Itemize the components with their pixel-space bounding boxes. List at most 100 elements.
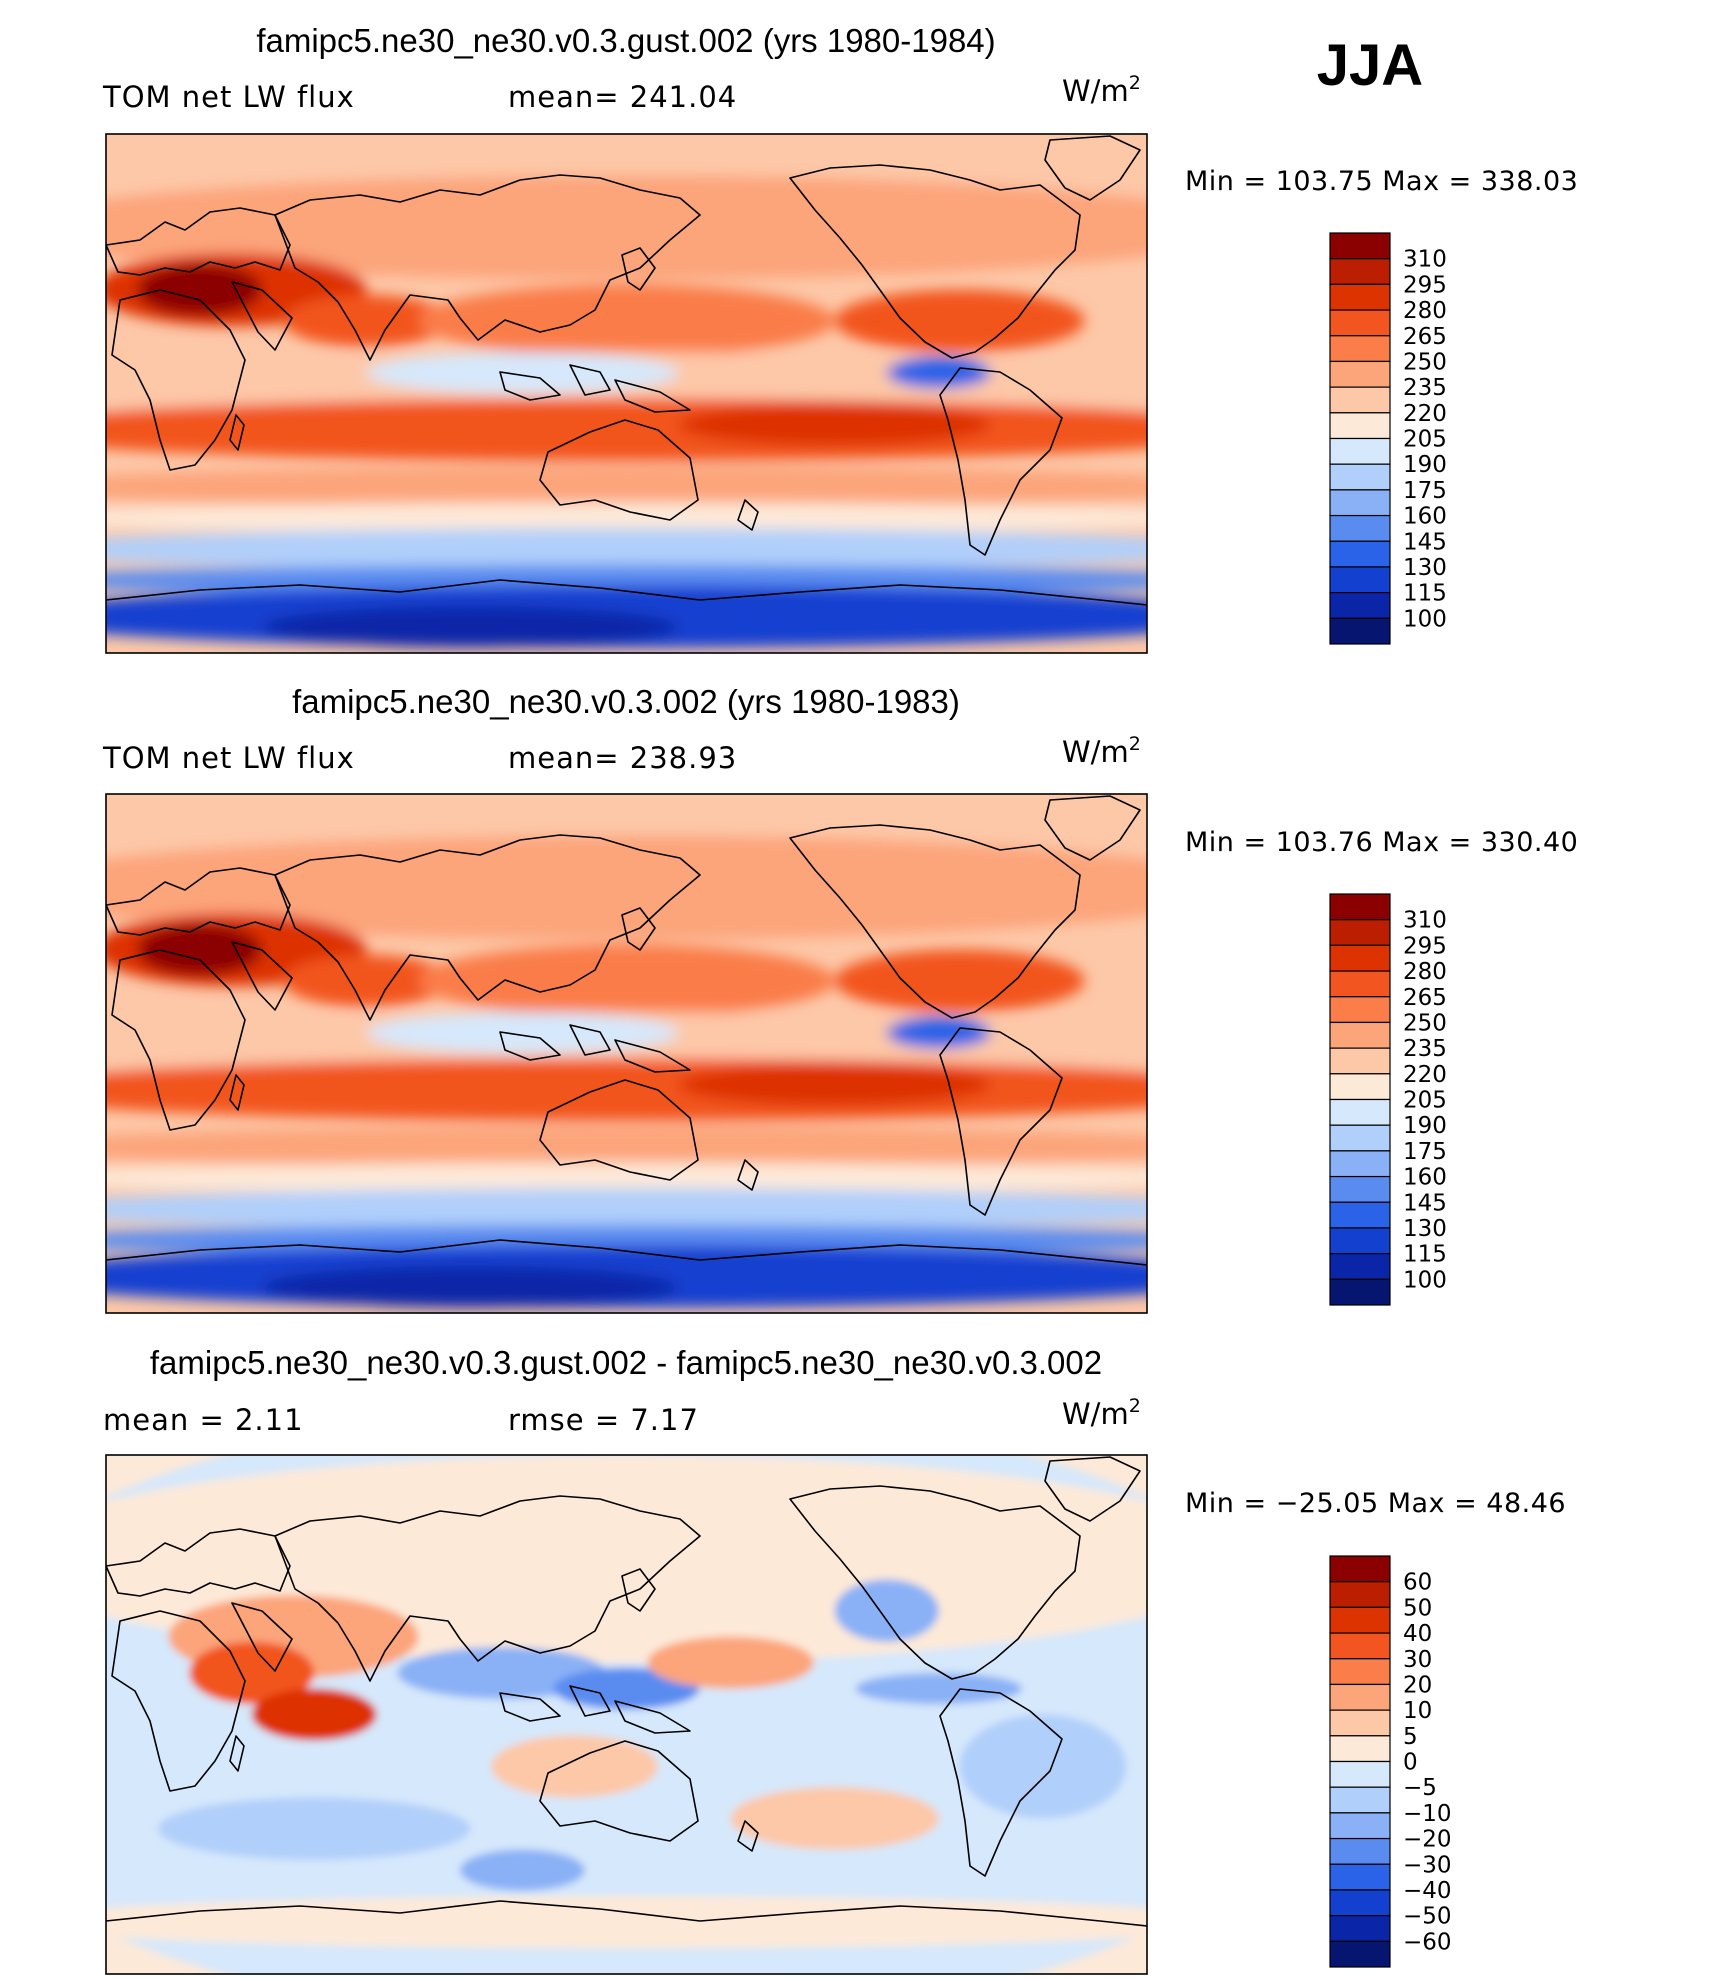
- colorbar-tick-label: 220: [1403, 401, 1447, 427]
- colorbar-swatch: [1330, 490, 1390, 516]
- colorbar-tick-label: 295: [1403, 272, 1447, 298]
- colorbar-tick-label: 160: [1403, 1165, 1447, 1191]
- colorbar-tick-label: 100: [1403, 606, 1447, 632]
- contour-region: [2, 528, 1251, 570]
- panel-title: famipc5.ne30_ne30.v0.3.gust.002 (yrs 198…: [256, 22, 995, 59]
- contour-map: [0, 82, 1272, 653]
- colorbar-tick-label: 30: [1403, 1647, 1432, 1673]
- panel-3: famipc5.ne30_ne30.v0.3.gust.002 - famipc…: [0, 1344, 1566, 1979]
- colorbar-tick-label: 145: [1403, 1190, 1447, 1216]
- colorbar-swatch: [1330, 1684, 1390, 1710]
- colorbar-swatch: [1330, 1228, 1390, 1254]
- colorbar-tick-label: 130: [1403, 1216, 1447, 1242]
- min-max-label: Min = −25.05 Max = 48.46: [1185, 1488, 1566, 1519]
- colorbar-tick-label: 310: [1403, 908, 1447, 934]
- colorbar-tick-label: 145: [1403, 529, 1447, 555]
- contour-region: [2, 1896, 1251, 1948]
- contour-region: [835, 1580, 939, 1642]
- contour-region: [835, 950, 1085, 1012]
- contour-region: [460, 1849, 585, 1891]
- contour-region: [887, 1017, 991, 1048]
- colorbar-swatch: [1330, 1762, 1390, 1788]
- contour-region: [647, 1637, 814, 1689]
- panel-1: famipc5.ne30_ne30.v0.3.gust.002 (yrs 198…: [0, 22, 1578, 653]
- colorbar-swatch: [1330, 1813, 1390, 1839]
- colorbar-tick-label: −20: [1403, 1827, 1452, 1853]
- stat-label: mean= 238.93: [508, 741, 737, 775]
- colorbar-swatch: [1330, 920, 1390, 946]
- contour-region: [2, 1188, 1251, 1230]
- colorbar-tick-label: 295: [1403, 933, 1447, 959]
- colorbar-tick-label: 190: [1403, 452, 1447, 478]
- colorbar-swatch: [1330, 259, 1390, 285]
- stat-label: rmse = 7.17: [508, 1403, 699, 1437]
- contour-region: [2, 1126, 1251, 1168]
- colorbar-tick-label: 0: [1403, 1750, 1418, 1776]
- colorbar-tick-label: 190: [1403, 1113, 1447, 1139]
- colorbar-swatch: [1330, 310, 1390, 336]
- contour-region: [252, 1689, 377, 1741]
- colorbar-swatch: [1330, 361, 1390, 387]
- colorbar-tick-label: 265: [1403, 324, 1447, 350]
- colorbar-swatch: [1330, 439, 1390, 465]
- colorbar-tick-label: 280: [1403, 298, 1447, 324]
- contour-region: [835, 290, 1085, 352]
- contour-region: [418, 945, 834, 1018]
- panel-title: famipc5.ne30_ne30.v0.3.gust.002 - famipc…: [150, 1344, 1102, 1381]
- contour-region: [418, 285, 834, 358]
- variable-label: TOM net LW flux: [102, 741, 355, 775]
- colorbar-tick-label: 100: [1403, 1267, 1447, 1293]
- colorbar-swatch: [1330, 464, 1390, 490]
- colorbar-swatch: [1330, 1787, 1390, 1813]
- units-exponent: 2: [1129, 72, 1141, 94]
- colorbar-swatch: [1330, 1279, 1390, 1305]
- colorbar-tick-label: 250: [1403, 1010, 1447, 1036]
- contour-region: [262, 1266, 678, 1308]
- colorbar-tick-label: 310: [1403, 247, 1447, 273]
- units-label: W/m2: [1062, 72, 1141, 108]
- colorbar-tick-label: 5: [1403, 1724, 1418, 1750]
- units-exponent: 2: [1129, 1395, 1141, 1417]
- colorbar-swatch: [1330, 1125, 1390, 1151]
- colorbar-swatch: [1330, 1074, 1390, 1100]
- colorbar: 3102952802652502352202051901751601451301…: [1330, 894, 1447, 1305]
- colorbar-tick-label: 115: [1403, 1242, 1447, 1268]
- contour-region: [137, 924, 262, 976]
- colorbar-swatch: [1330, 567, 1390, 593]
- colorbar-tick-label: 60: [1403, 1570, 1432, 1596]
- colorbar-swatch: [1330, 1582, 1390, 1608]
- colorbar-tick-label: 235: [1403, 1036, 1447, 1062]
- colorbar-tick-label: 265: [1403, 985, 1447, 1011]
- contour-region: [0, 1059, 1272, 1121]
- colorbar-tick-label: 280: [1403, 959, 1447, 985]
- colorbar-swatch: [1330, 593, 1390, 619]
- colorbar-swatch: [1330, 336, 1390, 362]
- colorbar-swatch: [1330, 971, 1390, 997]
- colorbar-tick-label: −40: [1403, 1878, 1452, 1904]
- colorbar-swatch: [1330, 541, 1390, 567]
- colorbar-swatch: [1330, 1022, 1390, 1048]
- colorbar-swatch: [1330, 1890, 1390, 1916]
- contour-region: [137, 264, 262, 316]
- colorbar-tick-label: −5: [1403, 1775, 1437, 1801]
- contour-region: [856, 1673, 1023, 1704]
- colorbar-swatch: [1330, 1916, 1390, 1942]
- colorbar-swatch: [1330, 894, 1390, 920]
- colorbar-swatch: [1330, 1710, 1390, 1736]
- colorbar-swatch: [1330, 1556, 1390, 1582]
- contour-region: [731, 1787, 939, 1849]
- colorbar-tick-label: 205: [1403, 1088, 1447, 1114]
- colorbar-tick-label: 50: [1403, 1595, 1432, 1621]
- colorbar-swatch: [1330, 516, 1390, 542]
- contour-region: [158, 1798, 470, 1860]
- season-label: JJA: [1317, 33, 1423, 98]
- colorbar-swatch: [1330, 284, 1390, 310]
- colorbar-swatch: [1330, 1839, 1390, 1865]
- colorbar: 3102952802652502352202051901751601451301…: [1330, 233, 1447, 644]
- panel-2: famipc5.ne30_ne30.v0.3.002 (yrs 1980-198…: [0, 683, 1578, 1313]
- colorbar-tick-label: 20: [1403, 1672, 1432, 1698]
- colorbar-tick-label: 205: [1403, 427, 1447, 453]
- colorbar-tick-label: 175: [1403, 1139, 1447, 1165]
- colorbar-tick-label: 40: [1403, 1621, 1432, 1647]
- colorbar-tick-label: 175: [1403, 478, 1447, 504]
